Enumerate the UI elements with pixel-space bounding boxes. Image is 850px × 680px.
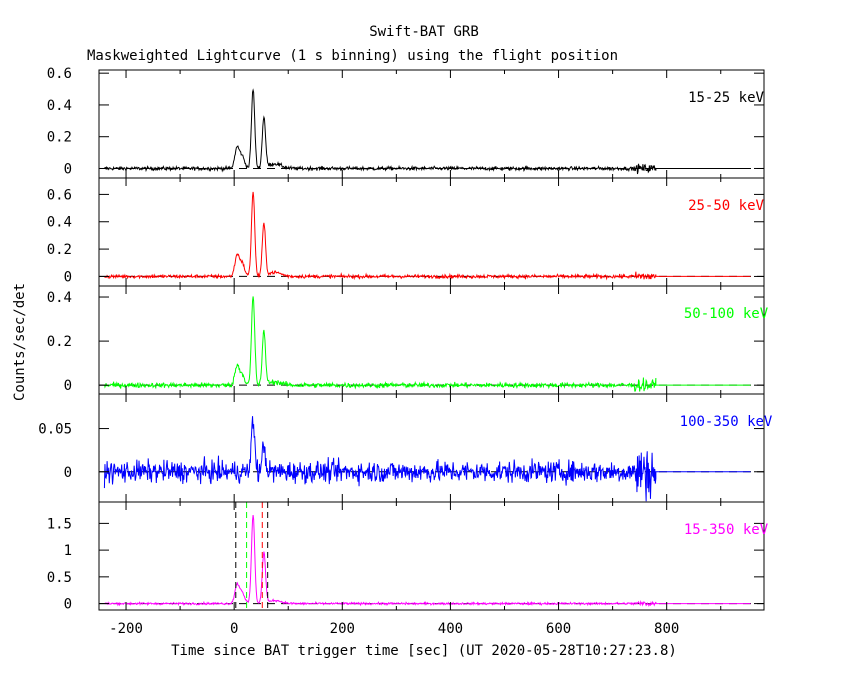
- figure-subtitle: Maskweighted Lightcurve (1 s binning) us…: [87, 48, 618, 64]
- y-tick-label: 0: [64, 465, 72, 481]
- y-tick-label: 1.5: [47, 516, 72, 532]
- band-label: 100-350 keV: [680, 414, 773, 430]
- panel-1: 0 0.2 0.4 0.6 15-25 keV: [47, 66, 765, 179]
- y-tick-label: 0.4: [47, 290, 72, 306]
- y-tick-label: 0.2: [47, 242, 72, 258]
- y-tick-label: 0: [64, 161, 72, 177]
- panel-2: 0 0.2 0.4 0.6 25-50 keV: [47, 177, 765, 287]
- panel-frame: [98, 285, 765, 395]
- y-tick-label: 0.4: [47, 215, 72, 231]
- y-axis-label: Counts/sec/det: [12, 283, 28, 401]
- x-tick-label: -200: [109, 621, 143, 637]
- y-tick-label: 0.6: [47, 66, 72, 82]
- x-tick-label: 800: [654, 621, 679, 637]
- x-axis-label: Time since BAT trigger time [sec] (UT 20…: [171, 643, 677, 659]
- x-tick-label: 400: [438, 621, 463, 637]
- series-line: [103, 416, 751, 502]
- band-label: 50-100 keV: [684, 306, 769, 322]
- y-tick-label: 0: [64, 378, 72, 394]
- x-tick-label: 200: [330, 621, 355, 637]
- y-tick-label: 1: [64, 543, 72, 559]
- y-tick-label: 0: [64, 597, 72, 613]
- y-tick-label: 0.2: [47, 130, 72, 146]
- panel-frame: [98, 69, 765, 179]
- panel-5: 0 0.5 1 1.5 15-350 keV: [47, 501, 769, 613]
- figure-title: Swift-BAT GRB: [369, 24, 479, 40]
- y-tick-label: 0.05: [38, 422, 72, 438]
- series-line: [104, 514, 751, 608]
- panel-4: 0 0.05 100-350 keV: [38, 393, 773, 503]
- panel-frame: [98, 393, 765, 503]
- series-line: [103, 296, 751, 392]
- y-tick-label: 0.4: [47, 98, 72, 114]
- series-line: [103, 191, 751, 281]
- y-tick-label: 0.5: [47, 570, 72, 586]
- band-label: 15-25 keV: [688, 90, 764, 106]
- y-tick-label: 0: [64, 269, 72, 285]
- x-tick-label: 600: [546, 621, 571, 637]
- band-label: 15-350 keV: [684, 522, 769, 538]
- panel-frame: [98, 177, 765, 287]
- band-label: 25-50 keV: [688, 198, 764, 214]
- panel-frame: [98, 501, 765, 611]
- panel-3: 0 0.2 0.4 50-100 keV: [47, 285, 769, 395]
- y-tick-label: 0.2: [47, 334, 72, 350]
- y-tick-label: 0.6: [47, 187, 72, 203]
- x-tick-label: 0: [230, 621, 238, 637]
- series-line: [104, 88, 751, 175]
